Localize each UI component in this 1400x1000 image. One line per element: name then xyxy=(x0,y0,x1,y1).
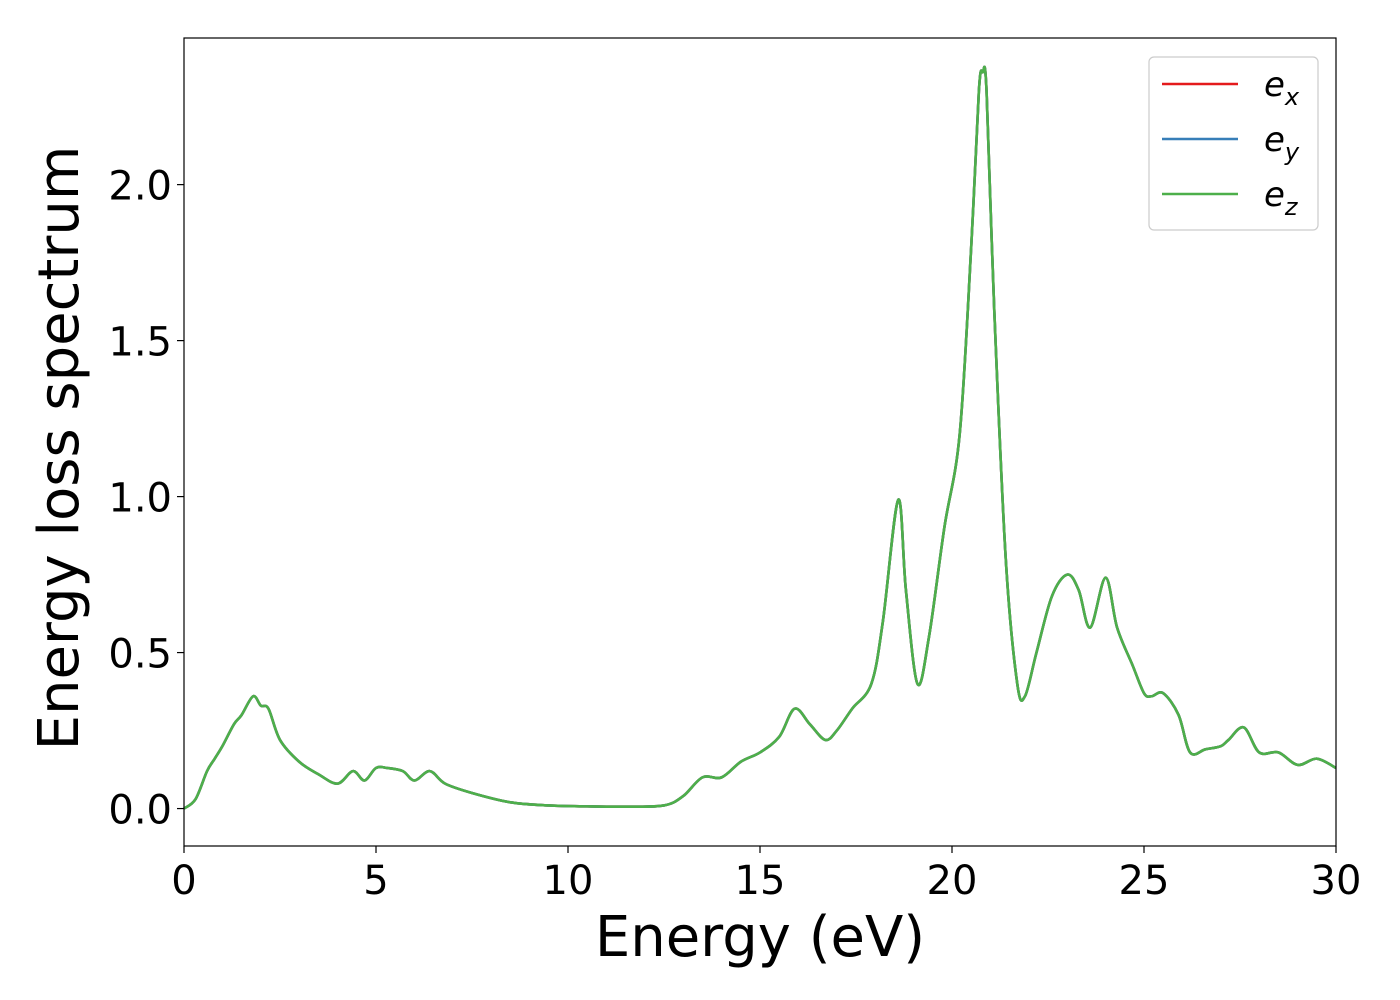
legend-label: ex xyxy=(1264,65,1300,111)
legend-label: ez xyxy=(1264,175,1299,221)
x-tick-label: 10 xyxy=(543,858,594,904)
x-axis-title: Energy (eV) xyxy=(595,905,925,970)
x-tick-label: 30 xyxy=(1311,858,1362,904)
legend-label: ey xyxy=(1264,120,1300,166)
x-tick-label: 25 xyxy=(1119,858,1170,904)
x-tick-label: 15 xyxy=(735,858,786,904)
x-tick-label: 5 xyxy=(363,858,388,904)
y-tick-label: 0.0 xyxy=(108,788,172,834)
y-axis-title: Energy loss spectrum xyxy=(27,146,92,751)
x-tick-label: 0 xyxy=(171,858,196,904)
series-line-e_z xyxy=(183,65,1337,810)
legend: ex ey ez xyxy=(1148,56,1319,231)
y-tick-label: 1.5 xyxy=(108,320,172,366)
plot-lines xyxy=(183,65,1337,810)
legend-box xyxy=(1148,56,1319,231)
y-axis-ticks: 0.0 0.5 1.0 1.5 2.0 xyxy=(108,164,184,834)
y-tick-label: 1.0 xyxy=(108,476,172,522)
y-tick-label: 2.0 xyxy=(108,164,172,210)
x-axis-ticks: 0 5 10 15 20 25 30 xyxy=(171,846,1361,904)
y-tick-label: 0.5 xyxy=(108,632,172,678)
x-tick-label: 20 xyxy=(927,858,978,904)
